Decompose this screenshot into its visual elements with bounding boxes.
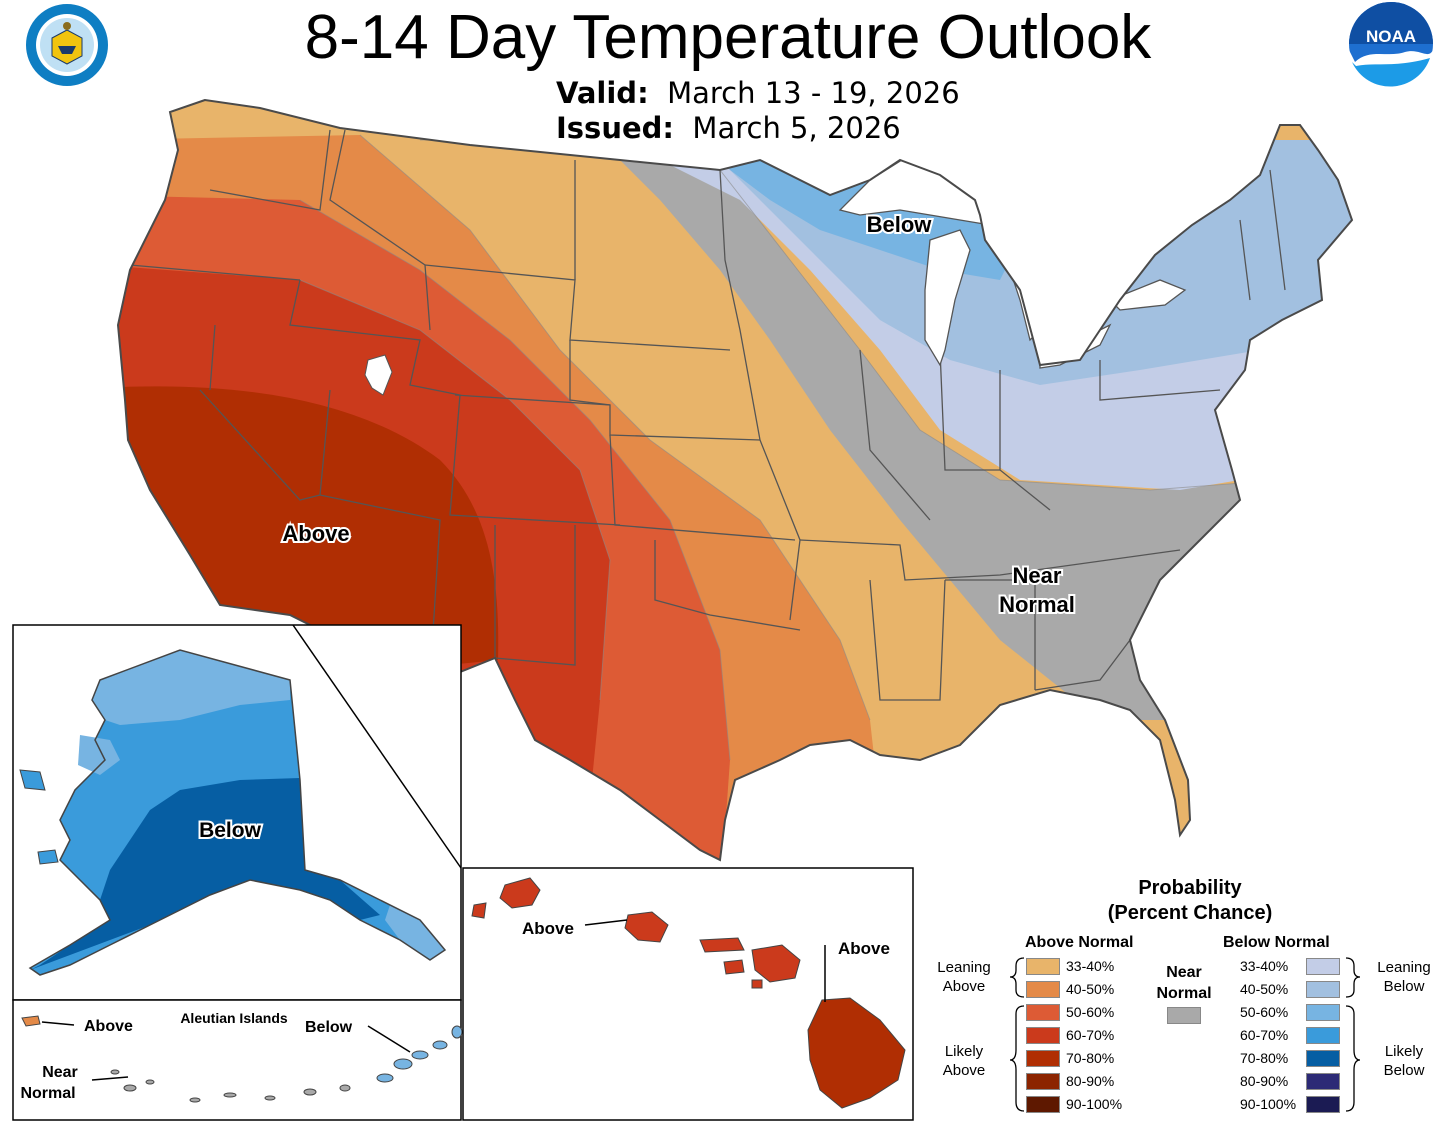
- lake-okeechobee: [1154, 781, 1171, 798]
- legend-likely-below-1: Likely: [1384, 1043, 1424, 1060]
- legend-below-swatch-3: [1306, 1027, 1340, 1044]
- legend-leaning-above: Leaning Above: [928, 958, 1000, 996]
- valid-label: Valid:: [556, 76, 649, 110]
- legend-below-header: Below Normal: [1223, 934, 1330, 951]
- alaska-inset: Below: [12, 624, 462, 1001]
- legend-below-range-6: 90-100%: [1240, 1096, 1297, 1112]
- niihau-island: [471, 902, 487, 919]
- legend-above-swatch-2: [1026, 1004, 1060, 1021]
- hawaii-above-west-label: Above: [522, 919, 574, 938]
- aleutian-inset: Above Aleutian Islands Below Near Normal: [12, 999, 463, 1121]
- legend-above-swatch-4: [1026, 1050, 1060, 1067]
- page-title: 8-14 Day Temperature Outlook: [304, 3, 1152, 72]
- legend-below-swatch-0: [1306, 958, 1340, 975]
- issued-label: Issued:: [556, 111, 674, 145]
- legend-title: Probability (Percent Chance): [1060, 876, 1320, 926]
- valid-date: Valid: March 13 - 19, 2026: [556, 76, 960, 110]
- legend-below-swatch-5: [1306, 1073, 1340, 1090]
- legend-above-swatch-3: [1026, 1027, 1060, 1044]
- aleutian-title: Aleutian Islands: [180, 1010, 288, 1026]
- oahu-island: [624, 911, 669, 943]
- legend-above-header: Above Normal: [1025, 934, 1134, 951]
- legend-above-range-3: 60-70%: [1066, 1027, 1115, 1043]
- noaa-logo: NOAA: [1349, 2, 1433, 92]
- legend-below-range-4: 70-80%: [1240, 1050, 1289, 1066]
- kauai-island: [499, 877, 541, 909]
- legend-above-swatch-6: [1026, 1096, 1060, 1113]
- conus-above-label: Above: [282, 521, 349, 546]
- legend-leaning-below-2: Below: [1383, 978, 1425, 995]
- legend-likely-below: Likely Below: [1368, 1042, 1440, 1080]
- issued-value: March 5, 2026: [692, 111, 901, 145]
- legend-above-range-2: 50-60%: [1066, 1004, 1115, 1020]
- hawaii-above-east-label: Above: [838, 939, 890, 958]
- noaa-logo-text: NOAA: [1366, 27, 1416, 46]
- legend-braces: [1009, 957, 1361, 1112]
- legend-title-line-2: (Percent Chance): [1107, 902, 1273, 924]
- legend-title-line-1: Probability: [1138, 877, 1242, 899]
- aleutian-near-label-1: Near: [42, 1064, 78, 1081]
- legend-above-swatch-5: [1026, 1073, 1060, 1090]
- legend-below-swatch-2: [1306, 1004, 1340, 1021]
- legend-above-swatch-1: [1026, 981, 1060, 998]
- kahoolawe-island: [751, 979, 763, 989]
- legend-below-swatch-4: [1306, 1050, 1340, 1067]
- legend-likely-below-2: Below: [1383, 1062, 1425, 1079]
- molokai-island: [699, 937, 745, 953]
- lanai-island: [723, 959, 745, 975]
- aleutian-below-label: Below: [305, 1019, 353, 1036]
- legend-above-swatch-0: [1026, 958, 1060, 975]
- legend-below-range-1: 40-50%: [1240, 981, 1289, 997]
- legend-above-range-0: 33-40%: [1066, 958, 1115, 974]
- conus-below-label: Below: [867, 212, 933, 237]
- legend-near-normal: Near Normal: [1146, 962, 1222, 1004]
- lake-michigan: [924, 229, 971, 367]
- legend-near-1: Near: [1166, 964, 1202, 981]
- legend-leaning-below: Leaning Below: [1368, 958, 1440, 996]
- legend-below-range-0: 33-40%: [1240, 958, 1289, 974]
- great-salt-lake: [364, 354, 393, 396]
- valid-value: March 13 - 19, 2026: [667, 76, 960, 110]
- conus-near-label-1: Near: [1013, 563, 1062, 588]
- legend-likely-above-2: Above: [942, 1062, 986, 1079]
- issued-date: Issued: March 5, 2026: [556, 111, 901, 145]
- legend-above-range-6: 90-100%: [1066, 1096, 1123, 1112]
- alaska-below-50-60: [92, 650, 290, 725]
- conus-near-label-2: Normal: [999, 592, 1075, 617]
- alaska-below-label: Below: [199, 819, 262, 842]
- legend-below-swatch-1: [1306, 981, 1340, 998]
- near-normal-band: [420, 140, 1352, 720]
- aleutian-inset-frame: [12, 999, 462, 1121]
- legend-near-normal-swatch: [1167, 1007, 1201, 1024]
- commerce-seal-logo: [24, 2, 110, 88]
- big-island: [807, 997, 906, 1109]
- lake-ontario: [1108, 279, 1187, 311]
- legend-below-swatch-6: [1306, 1096, 1340, 1113]
- legend-below-range-3: 60-70%: [1240, 1027, 1289, 1043]
- legend-leaning-below-1: Leaning: [1377, 959, 1431, 976]
- alaska-below-70-80: [30, 778, 380, 970]
- legend-leaning-above-2: Above: [942, 978, 986, 995]
- hawaii-inset: Above Above: [462, 867, 914, 1121]
- aleutian-above-label: Above: [84, 1018, 133, 1035]
- legend-above-range-4: 70-80%: [1066, 1050, 1115, 1066]
- legend-above-range-1: 40-50%: [1066, 981, 1115, 997]
- legend-above-range-5: 80-90%: [1066, 1073, 1115, 1089]
- legend-below-range-2: 50-60%: [1240, 1004, 1289, 1020]
- aleutian-near-label-2: Normal: [20, 1085, 75, 1102]
- legend-below-range-5: 80-90%: [1240, 1073, 1289, 1089]
- legend-leaning-above-1: Leaning: [937, 959, 991, 976]
- legend-likely-above-1: Likely: [944, 1043, 984, 1060]
- legend-near-2: Normal: [1156, 985, 1212, 1002]
- maui-island: [751, 944, 801, 983]
- legend-likely-above: Likely Above: [928, 1042, 1000, 1080]
